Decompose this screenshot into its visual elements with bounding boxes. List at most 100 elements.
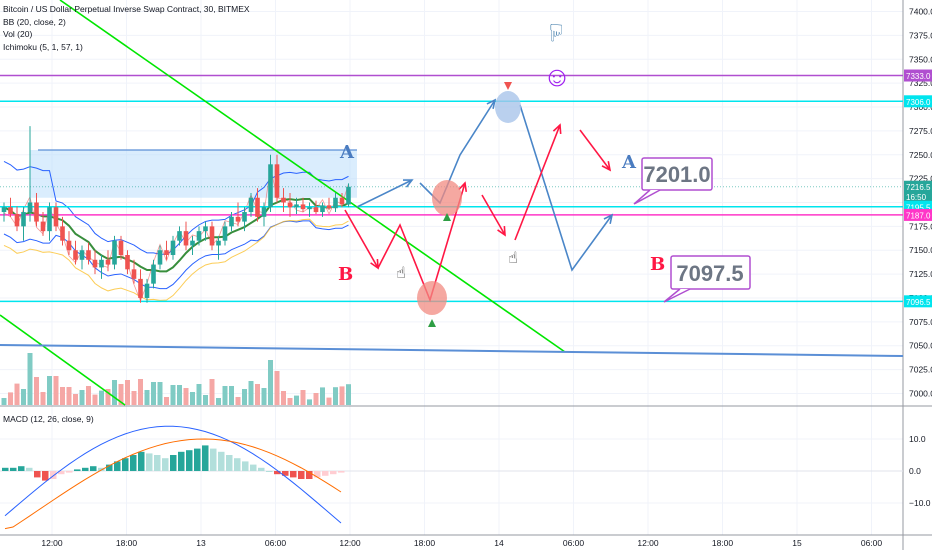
volume-bar [151,382,156,405]
ichimoku-lagging [3,218,349,301]
time-tick-label: 14 [494,538,504,548]
macd-histogram-bar [194,448,201,471]
volume-bar [229,386,234,405]
legend-macd[interactable]: MACD (12, 26, close, 9) [3,414,94,424]
candle-body [177,231,182,241]
circle-blue [495,91,521,123]
macd-histogram-bar [146,453,153,471]
callout-text-upper: 7201.0 [643,162,710,187]
time-tick-label: 06:00 [265,538,287,548]
drawings: A A B B 7201.0 7097.5 ☺ ☝ ☝ ☝ [338,18,751,327]
macd-histogram-bar [26,467,33,471]
macd-histogram-bar [338,471,345,473]
candles [1,126,351,303]
bb-upper [3,161,349,255]
green-marker-lower [428,319,436,327]
volume-bar [118,384,124,405]
volume-bar [131,391,137,405]
candle-body [157,250,163,265]
price-badge-label: 7333.0 [906,72,931,81]
volume-bar [216,398,221,405]
red-path-2 [377,182,466,303]
volume-bar [164,397,169,405]
candle-body [183,231,189,246]
volume-bar [8,392,13,405]
macd-histogram-bar [58,471,65,475]
legend-title: Bitcoin / US Dollar Perpetual Inverse Sw… [3,4,250,14]
price-tick-label: 7400.0 [909,7,932,17]
legend-vol[interactable]: Vol (20) [3,29,33,39]
candle-body [235,216,241,222]
candle-body [40,221,46,232]
macd-histogram-bar [202,445,209,471]
candle-body [144,283,150,298]
volume-bar [53,376,59,405]
price-badge-label: 16:50 [906,193,927,202]
candle-body [151,264,156,284]
legend-ichimoku[interactable]: Ichimoku (5, 1, 57, 1) [3,41,83,52]
candle-body [47,207,52,232]
volume-bar [287,398,293,405]
volume-bar [27,353,33,405]
candle-body [190,240,195,246]
candle-body [99,259,104,268]
circle-red-lower [417,281,447,315]
volume-bar [222,386,228,405]
macd-histogram-bar [226,455,233,471]
time-tick-label: 12:00 [41,538,63,548]
time-tick-label: 12:00 [637,538,659,548]
candle-body [326,205,332,209]
price-badge [904,95,932,108]
hand-pointer-icon-right: ☝ [508,250,518,267]
time-tick-label: 18:00 [116,538,138,548]
macd-signal-line [4,438,342,530]
time-tick-label: 18:00 [712,538,734,548]
price-tick-label: 7375.0 [909,30,932,40]
red-arrowhead-5 [601,161,612,172]
price-tick-label: 7000.0 [909,388,932,398]
volume-bar [86,386,91,405]
red-arrowhead-4 [552,123,562,135]
macd-histogram-bar [170,455,177,471]
volume-bar [346,384,351,405]
candle-body [268,164,273,208]
price-badge-label: 7216.5 [906,183,931,192]
red-arrowhead-2 [458,181,468,193]
volume-bar [307,399,312,405]
candle-body [261,207,267,217]
trendline-down-lower [0,314,126,406]
macd-histogram-bar [74,469,81,471]
macd-histogram-bar [314,471,321,478]
volume-bar [209,379,215,405]
macd-histogram-bar [50,471,57,479]
volume-bar [203,395,208,405]
price-badge [904,295,932,308]
volume-bar [105,389,111,405]
volume-bar [248,381,254,405]
macd-histogram-bar [322,471,329,476]
macd-histogram-bar [66,471,73,473]
volume-bar [300,390,306,405]
candle-body [196,231,202,241]
candle-body [307,207,312,210]
time-tick-label: 15 [792,538,802,548]
candle-body [8,207,13,214]
candle-body [333,197,338,209]
macd-histogram-bar [242,461,249,471]
macd-histogram-bar [114,461,121,471]
volume-bar [294,395,299,405]
macd-tick-label: −10.0 [909,498,931,508]
legend-bb[interactable]: BB (20, close, 2) [3,16,66,27]
blue-path-1 [356,179,413,208]
label-a-upper: A [339,142,355,163]
price-tick-label: 7125.0 [909,269,932,279]
macd-pane [0,425,903,530]
candle-body [86,250,91,260]
volume-bar [112,380,117,405]
candle-body [346,186,351,205]
macd-histogram-bar [90,466,97,471]
callout-tail-upper [633,189,661,205]
cloud-fill [30,149,357,198]
